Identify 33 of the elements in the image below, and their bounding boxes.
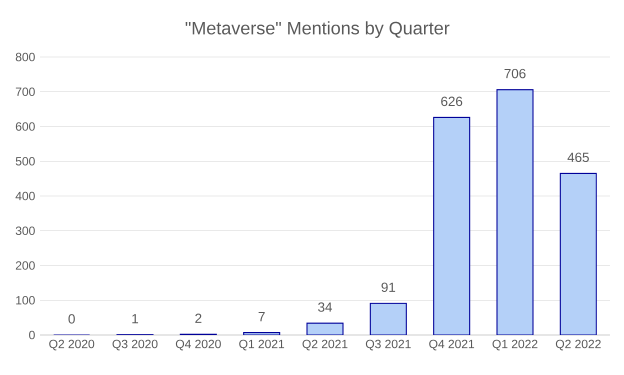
y-tick-label: 700 <box>16 88 35 96</box>
x-tick-label: Q3 2020 <box>112 340 158 350</box>
data-label: 7 <box>258 312 265 322</box>
x-tick-label: Q3 2021 <box>366 340 411 350</box>
data-label: 626 <box>441 96 462 106</box>
y-tick-label: 100 <box>16 296 35 305</box>
data-label: 1 <box>132 314 138 324</box>
y-tick-label: 500 <box>16 156 35 166</box>
x-tick-label: Q2 2022 <box>556 340 601 350</box>
data-label: 465 <box>568 152 589 162</box>
data-label: 706 <box>504 68 526 78</box>
data-label: 0 <box>68 314 75 324</box>
y-tick-label: 600 <box>16 122 35 131</box>
bar <box>433 116 470 335</box>
bar <box>306 323 343 335</box>
x-tick-label: Q4 2021 <box>429 340 474 350</box>
y-tick-label: 200 <box>16 261 35 270</box>
bar <box>370 302 407 335</box>
y-tick-label: 800 <box>16 52 35 62</box>
bar <box>560 172 597 335</box>
y-tick-label: 400 <box>16 192 35 200</box>
chart-title: "Metaverse" Mentions by Quarter <box>186 21 450 38</box>
data-label: 34 <box>318 302 332 312</box>
y-tick-label: 0 <box>29 330 35 340</box>
x-tick-label: Q2 2021 <box>302 340 348 350</box>
y-tick-label: 300 <box>16 226 35 236</box>
data-label: 2 <box>195 314 202 323</box>
data-label: 91 <box>382 282 396 292</box>
x-tick-label: Q4 2020 <box>176 340 221 350</box>
x-tick-label: Q1 2021 <box>239 340 284 350</box>
x-tick-label: Q1 2022 <box>492 340 538 350</box>
x-tick-label: Q2 2020 <box>49 340 94 350</box>
bar <box>496 89 534 335</box>
